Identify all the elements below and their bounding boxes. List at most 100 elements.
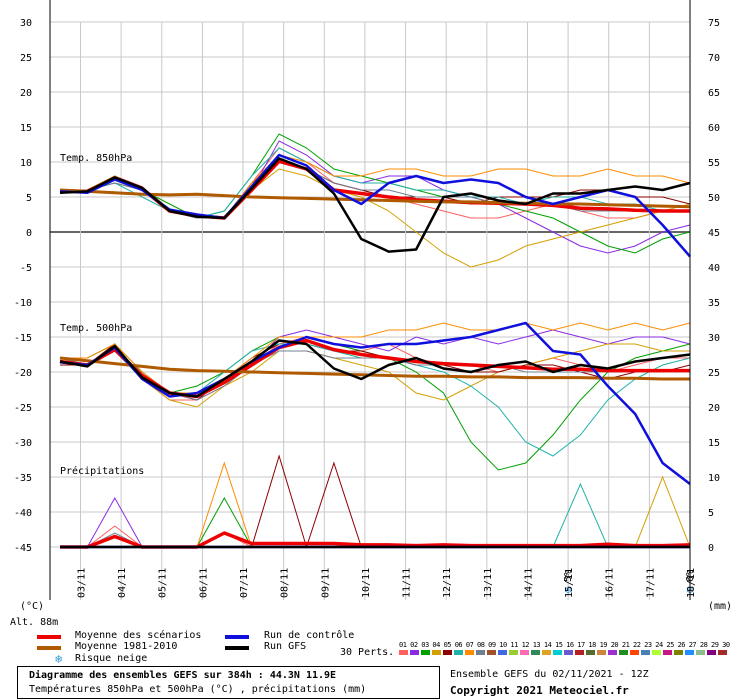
legend-swatch-control: [225, 635, 249, 639]
footer-copyright: Copyright 2021 Meteociel.fr: [450, 684, 629, 697]
x-tick-label: 08/11: [280, 568, 291, 598]
y-tick-left: 0: [26, 228, 32, 239]
x-tick-label: 03/11: [76, 568, 87, 598]
y-tick-left: -35: [14, 473, 32, 484]
y-tick-right: 45: [708, 228, 720, 239]
legend-swatch-climate: [37, 646, 61, 650]
perturbation-line-precip: [60, 482, 690, 548]
perturbation-line-t850: [60, 168, 691, 268]
y-tick-right: 40: [708, 263, 720, 274]
x-tick-label: 13/11: [483, 568, 494, 598]
chart-grid: [50, 21, 691, 600]
snow-marker-percent: 5%: [563, 570, 574, 582]
perturbation-swatch: [696, 650, 705, 655]
perturbation-line-precip: [60, 454, 690, 549]
altitude-label: Alt. 88m: [10, 617, 58, 628]
perturbation-swatch: [553, 650, 562, 655]
label-precipitations: Précipitations: [60, 465, 144, 477]
y-tick-right: 15: [708, 438, 720, 449]
perturbation-swatch: [630, 650, 639, 655]
perturbation-swatch: [454, 650, 463, 655]
y-tick-right: 5: [708, 508, 714, 519]
legend-mean: Moyenne des scénarios: [75, 630, 202, 641]
perturbation-swatch: [465, 650, 474, 655]
perturbation-line-t500: [60, 329, 691, 401]
perturbation-swatch: [619, 650, 628, 655]
footer-run: Ensemble GEFS du 02/11/2021 - 12Z: [450, 669, 649, 680]
perturbation-swatch: [663, 650, 672, 655]
perturbation-line-t500: [59, 343, 691, 457]
right-axis-unit: (mm): [708, 601, 732, 612]
series-line-t500: [59, 356, 690, 381]
y-tick-right: 75: [708, 18, 720, 29]
x-tick-label: 14/11: [523, 568, 534, 598]
legend-perts: 30 Perts.: [340, 647, 395, 658]
legend-climate: Moyenne 1981-2010: [75, 641, 178, 652]
y-tick-left: -40: [14, 508, 32, 519]
perturbation-swatch: [641, 650, 650, 655]
perturbation-line-precip: [60, 461, 690, 548]
perturbation-line-precip: [60, 496, 690, 548]
perturbation-swatch: [586, 650, 595, 655]
y-tick-right: 20: [708, 403, 720, 414]
perturbation-swatch: [487, 650, 496, 655]
y-tick-left: -5: [20, 263, 32, 274]
legend-swatch-gfs: [225, 646, 249, 650]
perturbation-swatch: [520, 650, 529, 655]
y-tick-left: -20: [14, 368, 32, 379]
label-temp-500: Temp. 500hPa: [60, 323, 132, 334]
footer-title: Diagramme des ensembles GEFS sur 384h : …: [29, 670, 337, 681]
perturbation-swatch: [476, 650, 485, 655]
y-tick-right: 70: [708, 53, 720, 64]
perturbation-swatch: [443, 650, 452, 655]
y-tick-left: -10: [14, 298, 32, 309]
series-line-t500: [59, 321, 691, 485]
x-tick-label: 09/11: [320, 568, 331, 598]
y-tick-left: 15: [20, 123, 32, 134]
label-temp-850: Temp. 850hPa: [60, 153, 132, 164]
snowflake-icon: ❄: [55, 652, 63, 666]
x-tick-label: 11/11: [402, 568, 413, 598]
y-tick-right: 25: [708, 368, 720, 379]
footer-subtitle: Températures 850hPa et 500hPa (°C) , pré…: [29, 684, 367, 695]
perturbation-swatch: [531, 650, 540, 655]
perturbation-swatch: [410, 650, 419, 655]
perturbation-swatch: [575, 650, 584, 655]
x-tick-label: 18/11: [686, 568, 697, 598]
x-tick-label: 16/11: [605, 568, 616, 598]
y-tick-left: -15: [14, 333, 32, 344]
y-tick-right: 60: [708, 123, 720, 134]
series-line-t850: [59, 188, 691, 209]
chart-series: 5%❄6%❄: [59, 133, 696, 597]
perturbation-swatch: [498, 650, 507, 655]
y-tick-right: 55: [708, 158, 720, 169]
perturbation-swatch: [674, 650, 683, 655]
perturbation-swatch: [597, 650, 606, 655]
y-tick-left: 20: [20, 88, 32, 99]
perturbation-swatch: [685, 650, 694, 655]
perturbation-swatch: [718, 650, 727, 655]
perturbation-line-precip: [60, 496, 690, 548]
legend-control: Run de contrôle: [264, 630, 355, 641]
x-tick-label: 06/11: [198, 568, 209, 598]
perturbation-swatch: [421, 650, 430, 655]
x-tick-label: 07/11: [239, 568, 250, 598]
y-tick-left: -45: [14, 543, 32, 554]
x-tick-label: 05/11: [158, 568, 169, 598]
legend-gfs: Run GFS: [264, 641, 307, 652]
series-line-precip: [60, 531, 691, 549]
y-tick-right: 35: [708, 298, 720, 309]
x-tick-label: 17/11: [645, 568, 656, 598]
x-tick-label: 10/11: [361, 568, 372, 598]
y-tick-right: 50: [708, 193, 720, 204]
snowflake-icon: ❄: [564, 583, 571, 597]
x-tick-label: 04/11: [117, 568, 128, 598]
perturbation-line-t500: [59, 343, 690, 408]
series-line-t850: [59, 157, 691, 253]
perturbation-swatch: [608, 650, 617, 655]
perturbation-swatch: [564, 650, 573, 655]
y-tick-right: 30: [708, 333, 720, 344]
y-tick-left: 25: [20, 53, 32, 64]
